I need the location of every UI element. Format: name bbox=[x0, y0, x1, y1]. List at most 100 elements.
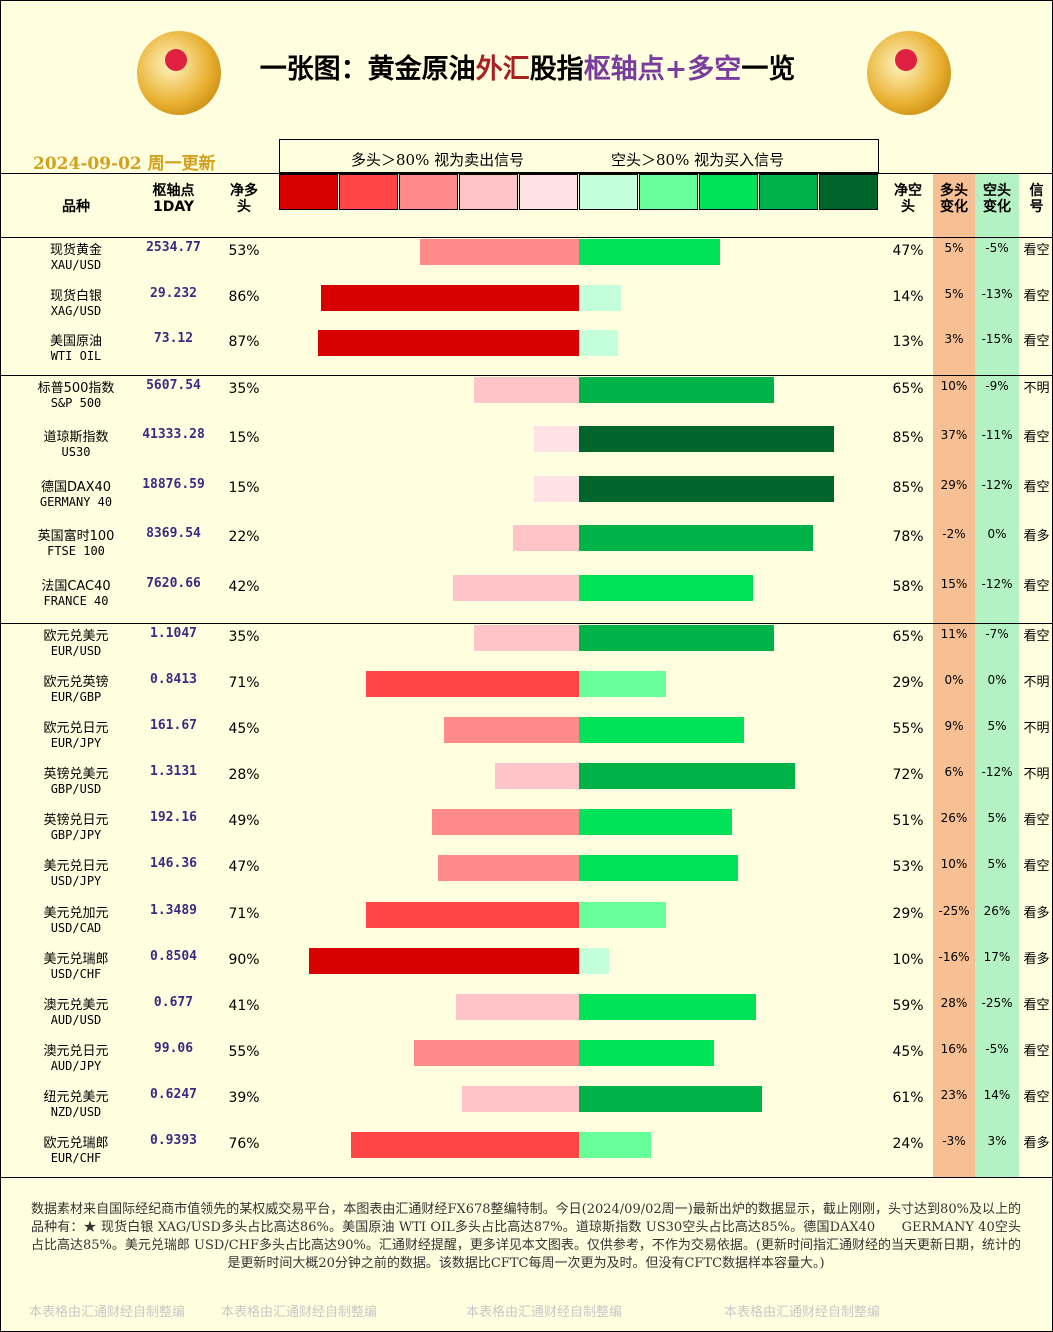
short-percent: 47% bbox=[892, 243, 924, 259]
row-name: 欧元兑英镑 bbox=[43, 675, 109, 691]
long-change-column bbox=[933, 174, 975, 1177]
footer-text: 数据素材来自国际经纪商市值领先的某权威交易平台，本图表由汇通财经FX678整编特… bbox=[31, 1202, 1021, 1271]
pivot: 1.3489 bbox=[150, 902, 197, 918]
title-part: 股指 bbox=[529, 54, 584, 85]
short-change: 3% bbox=[987, 1133, 1007, 1148]
long-change: 26% bbox=[940, 811, 968, 826]
signal: 不明 bbox=[1023, 675, 1050, 691]
long-change: -3% bbox=[942, 1133, 966, 1148]
pivot: 7620.66 bbox=[146, 575, 201, 591]
watermark: 本表格由汇通财经自制整编 bbox=[29, 1305, 186, 1320]
signal: 看空 bbox=[1023, 288, 1050, 304]
pivot: 1.1047 bbox=[150, 626, 197, 641]
long-change: 10% bbox=[940, 379, 968, 393]
legend-swatch bbox=[639, 174, 698, 210]
short-change: -12% bbox=[981, 576, 1013, 591]
title-part: 枢轴点+多空 bbox=[583, 54, 742, 85]
long-bar bbox=[456, 993, 579, 1020]
row-code: NZD/USD bbox=[50, 1104, 102, 1119]
long-change: 28% bbox=[940, 995, 968, 1010]
short-percent: 45% bbox=[892, 1043, 924, 1060]
short-change: -9% bbox=[985, 379, 1009, 393]
short-change: 14% bbox=[983, 1087, 1011, 1102]
short-percent: 13% bbox=[892, 334, 924, 351]
short-percent: 78% bbox=[892, 529, 924, 546]
column-header: 品种 bbox=[62, 199, 90, 215]
long-percent: 28% bbox=[228, 767, 260, 784]
watermark: 本表格由汇通财经自制整编 bbox=[724, 1305, 881, 1320]
long-bar bbox=[474, 377, 579, 403]
long-percent: 42% bbox=[228, 578, 260, 595]
short-change: -15% bbox=[981, 332, 1013, 347]
pivot: 146.36 bbox=[150, 856, 197, 872]
signal: 不明 bbox=[1023, 381, 1050, 396]
row-code: USD/JPY bbox=[50, 874, 102, 889]
short-bar bbox=[579, 377, 774, 403]
legend-swatch bbox=[759, 174, 818, 210]
pivot: 161.67 bbox=[150, 718, 197, 734]
column-header: 多头 bbox=[940, 183, 968, 199]
pivot: 73.12 bbox=[153, 331, 194, 347]
row-name: 欧元兑美元 bbox=[43, 629, 109, 644]
row-name: 欧元兑日元 bbox=[43, 721, 109, 737]
column-header: 变化 bbox=[983, 199, 1011, 215]
row-code: AUD/JPY bbox=[50, 1058, 102, 1073]
row-code: GBP/USD bbox=[50, 782, 102, 797]
long-percent: 49% bbox=[228, 813, 260, 830]
long-bar bbox=[321, 284, 579, 311]
legend-swatch bbox=[459, 174, 518, 210]
long-change: -25% bbox=[938, 903, 970, 918]
pivot: 18876.59 bbox=[142, 476, 205, 492]
row-code: US30 bbox=[61, 445, 91, 460]
short-change: 5% bbox=[987, 719, 1007, 734]
long-percent: 35% bbox=[228, 629, 260, 645]
long-bar bbox=[513, 525, 579, 552]
long-bar bbox=[366, 901, 579, 928]
short-percent: 72% bbox=[892, 767, 924, 784]
short-percent: 51% bbox=[892, 813, 924, 830]
short-bar bbox=[579, 239, 720, 265]
row-name: 现货黄金 bbox=[49, 243, 102, 258]
row-code: EUR/GBP bbox=[50, 690, 102, 705]
long-bar bbox=[438, 855, 579, 882]
short-bar bbox=[579, 475, 834, 502]
legend-swatch bbox=[399, 174, 458, 210]
long-bar bbox=[351, 1131, 579, 1158]
short-change: -25% bbox=[981, 995, 1013, 1010]
pivot: 41333.28 bbox=[142, 427, 205, 443]
pivot: 192.16 bbox=[150, 810, 197, 826]
long-bar bbox=[462, 1085, 579, 1112]
row-code: EUR/JPY bbox=[50, 736, 102, 751]
short-percent: 24% bbox=[892, 1135, 924, 1152]
short-change: -13% bbox=[981, 286, 1013, 301]
title: 一张图：黄金原油外汇股指枢轴点+多空一览 bbox=[1, 47, 1052, 86]
long-percent: 15% bbox=[228, 430, 260, 447]
long-bar bbox=[366, 671, 579, 698]
long-percent: 71% bbox=[228, 675, 260, 692]
long-bar bbox=[414, 1039, 579, 1066]
signal: 看多 bbox=[1023, 951, 1050, 967]
short-bar bbox=[579, 717, 744, 744]
short-percent: 53% bbox=[892, 859, 924, 876]
pivot: 99.06 bbox=[153, 1040, 194, 1056]
signal: 看空 bbox=[1023, 430, 1050, 446]
pivot: 2534.77 bbox=[146, 240, 201, 255]
short-percent: 85% bbox=[892, 430, 924, 447]
row-code: S&P 500 bbox=[50, 396, 102, 410]
legend-swatch bbox=[519, 174, 578, 210]
row-code: USD/CAD bbox=[50, 920, 102, 935]
long-bar bbox=[534, 426, 579, 453]
short-bar bbox=[579, 574, 753, 601]
short-percent: 29% bbox=[892, 675, 924, 692]
long-bar bbox=[420, 239, 579, 265]
signal: 看空 bbox=[1023, 629, 1050, 644]
short-bar bbox=[579, 901, 666, 928]
short-percent: 61% bbox=[892, 1089, 924, 1106]
legend-box bbox=[279, 139, 879, 173]
short-change: 0% bbox=[987, 673, 1007, 688]
row-name: 欧元兑瑞郎 bbox=[43, 1135, 109, 1151]
row-name: 美国原油 bbox=[49, 334, 102, 350]
row-code: EUR/USD bbox=[50, 644, 102, 658]
signal: 看多 bbox=[1023, 905, 1050, 921]
